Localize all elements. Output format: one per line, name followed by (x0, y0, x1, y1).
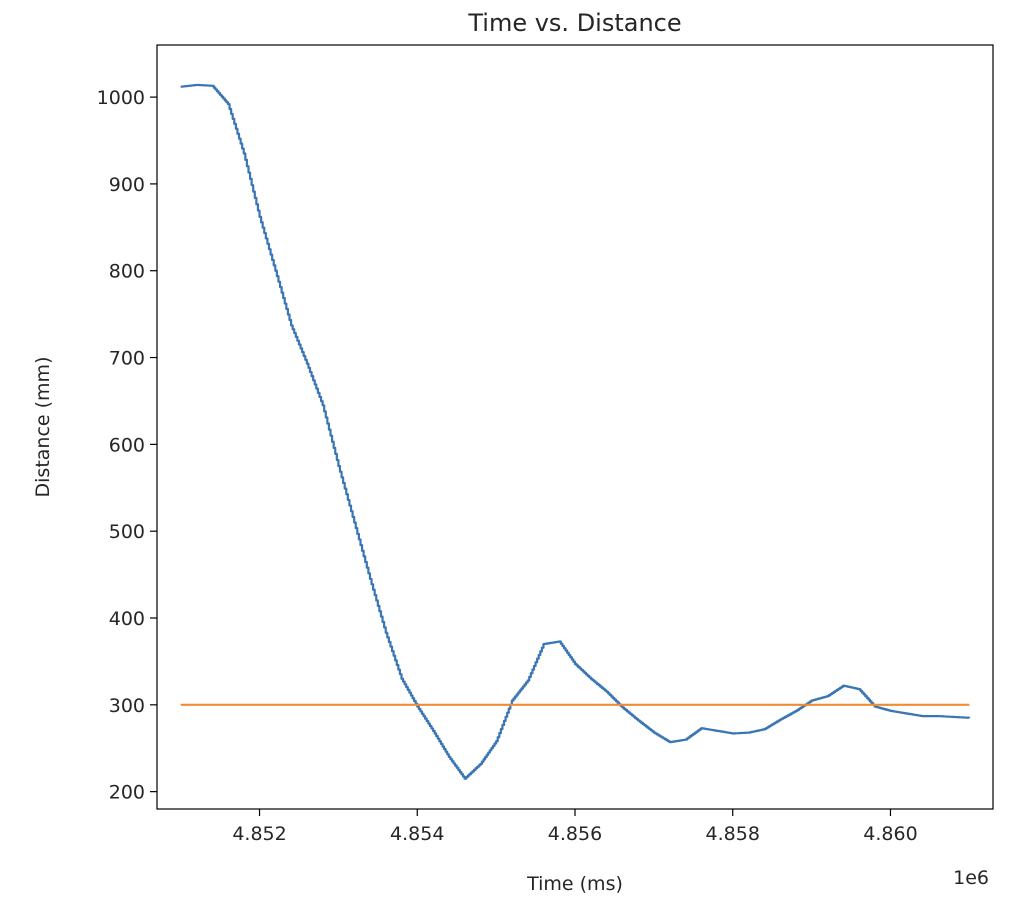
y-tick-label: 400 (109, 608, 145, 630)
x-tick-label: 4.852 (232, 823, 286, 845)
y-tick-label: 800 (109, 261, 145, 283)
plot-frame (156, 44, 994, 810)
y-tick-label: 1000 (97, 87, 145, 109)
y-tick-label: 200 (109, 782, 145, 804)
y-tick-label: 600 (109, 434, 145, 456)
y-tick-label: 700 (109, 348, 145, 370)
y-tick-label: 300 (109, 695, 145, 717)
series-layer (180, 83, 971, 780)
x-tick-label: 4.854 (390, 823, 444, 845)
x-tick-label: 4.860 (863, 823, 917, 845)
x-axis-ticks: 4.852 4.854 4.856 4.858 4.860 (232, 809, 918, 845)
y-axis-label: Distance (mm) (32, 357, 54, 498)
x-axis-label: Time (ms) (526, 873, 623, 895)
y-axis-ticks: 200 300 400 500 600 700 800 900 1000 (97, 87, 157, 804)
x-axis-offset-label: 1e6 (953, 867, 989, 889)
y-tick-label: 500 (109, 521, 145, 543)
chart-title: Time vs. Distance (467, 9, 681, 37)
x-tick-label: 4.856 (548, 823, 602, 845)
y-tick-label: 900 (109, 174, 145, 196)
x-tick-label: 4.858 (706, 823, 760, 845)
series-line-0 (180, 83, 971, 780)
